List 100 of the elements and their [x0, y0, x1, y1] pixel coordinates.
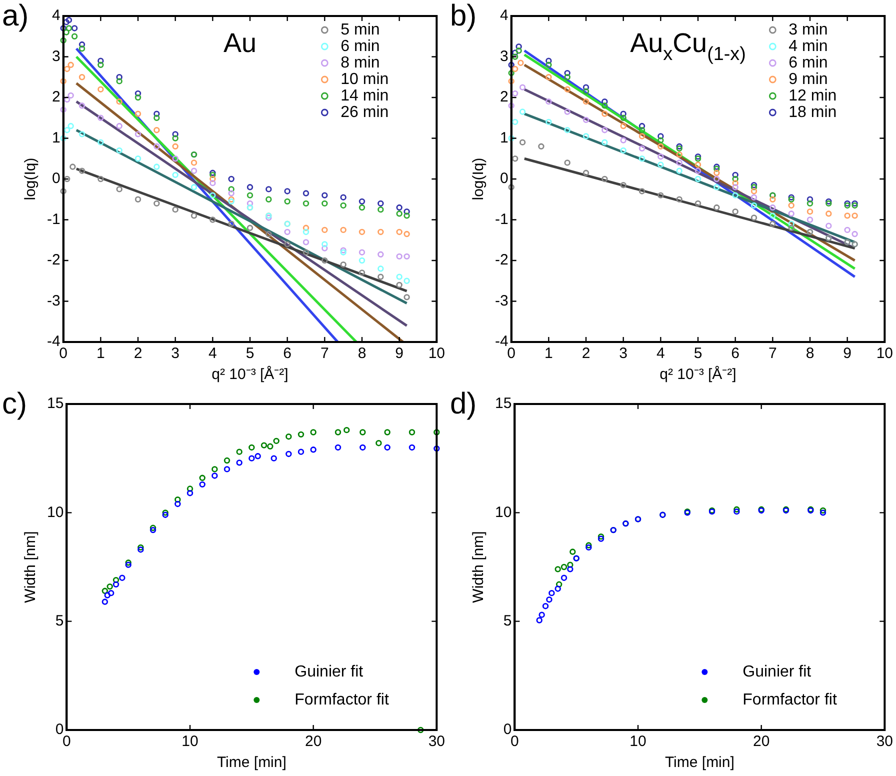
point: [638, 122, 646, 130]
y-tick-label: 5: [55, 612, 64, 630]
point: [602, 110, 608, 117]
point: [378, 206, 384, 213]
point: [302, 249, 310, 256]
point: [154, 127, 160, 134]
y-tick-label: 5: [503, 612, 512, 630]
point: [224, 457, 230, 464]
point: [266, 230, 272, 238]
point: [384, 429, 390, 436]
y-tick-label: 0: [55, 721, 64, 738]
point: [64, 66, 70, 72]
x-tick-label: 5: [694, 345, 702, 362]
point: [384, 444, 390, 451]
point: [408, 429, 416, 436]
point: [408, 444, 416, 451]
x-tick-label: 9: [843, 345, 852, 362]
point: [134, 156, 142, 162]
point: [246, 200, 254, 207]
point: [676, 160, 682, 166]
point: [154, 114, 160, 121]
point: [638, 156, 646, 162]
legend-label: 4 min: [788, 38, 828, 55]
point: [71, 33, 78, 40]
point: [358, 204, 366, 211]
point: [548, 590, 555, 596]
point: [266, 196, 272, 202]
point: [582, 88, 590, 94]
point: [302, 200, 310, 207]
point: [676, 151, 682, 158]
point: [212, 472, 218, 479]
point: [360, 429, 366, 436]
point: [78, 168, 86, 174]
point: [404, 278, 410, 284]
point: [676, 143, 682, 150]
point: [254, 453, 261, 460]
point: [806, 196, 814, 202]
point: [172, 143, 178, 150]
x-tick-label: 2: [134, 345, 142, 362]
point: [298, 448, 304, 455]
y-tick-label: 2: [500, 88, 508, 106]
point: [546, 596, 552, 603]
y-tick-label: 15: [494, 395, 512, 412]
point: [267, 443, 274, 450]
x-tick-label: 6: [283, 345, 292, 362]
point: [404, 294, 410, 300]
point: [138, 544, 144, 551]
point: [98, 139, 104, 146]
point: [620, 110, 626, 117]
point: [199, 481, 206, 488]
point: [694, 200, 702, 207]
point: [154, 200, 160, 207]
point: [620, 147, 626, 154]
legend-label: 5 min: [340, 21, 380, 38]
y-tick-label: 0: [503, 721, 512, 738]
point: [508, 135, 514, 142]
point: [270, 455, 277, 462]
point: [186, 486, 194, 492]
point: [418, 726, 424, 734]
point: [512, 50, 518, 56]
point: [598, 536, 604, 542]
point: [78, 46, 86, 52]
point: [770, 204, 776, 211]
point: [248, 444, 255, 451]
point: [770, 212, 776, 219]
point: [302, 224, 310, 231]
point: [286, 450, 292, 458]
point: [68, 92, 74, 99]
point: [64, 176, 70, 182]
point: [788, 210, 794, 217]
legend-label: 12 min: [788, 87, 837, 104]
x-tick-label: 8: [806, 345, 814, 362]
point: [102, 598, 108, 605]
x-tick-label: 3: [171, 345, 180, 362]
point: [694, 176, 702, 182]
point: [70, 164, 76, 170]
point: [638, 188, 646, 194]
chart-title: Au: [223, 28, 257, 58]
point: [582, 98, 590, 105]
point: [78, 102, 86, 109]
point: [508, 62, 514, 68]
point: [284, 188, 290, 194]
x-axis-title: q² 10⁻³ [Å⁻²]: [212, 365, 288, 384]
point: [512, 54, 518, 60]
point: [564, 70, 570, 76]
point: [273, 438, 280, 444]
y-tick-label: -2: [46, 252, 60, 269]
point: [378, 266, 384, 272]
point: [806, 208, 814, 215]
point: [134, 131, 142, 138]
point: [658, 133, 664, 140]
point: [154, 164, 160, 170]
point: [376, 440, 382, 446]
point: [519, 84, 526, 90]
point: [538, 143, 544, 150]
legend-label: Formfactor fit: [742, 691, 838, 708]
point: [582, 116, 590, 124]
point: [378, 251, 384, 258]
legend-label: 6 min: [340, 38, 380, 55]
point: [508, 102, 514, 109]
